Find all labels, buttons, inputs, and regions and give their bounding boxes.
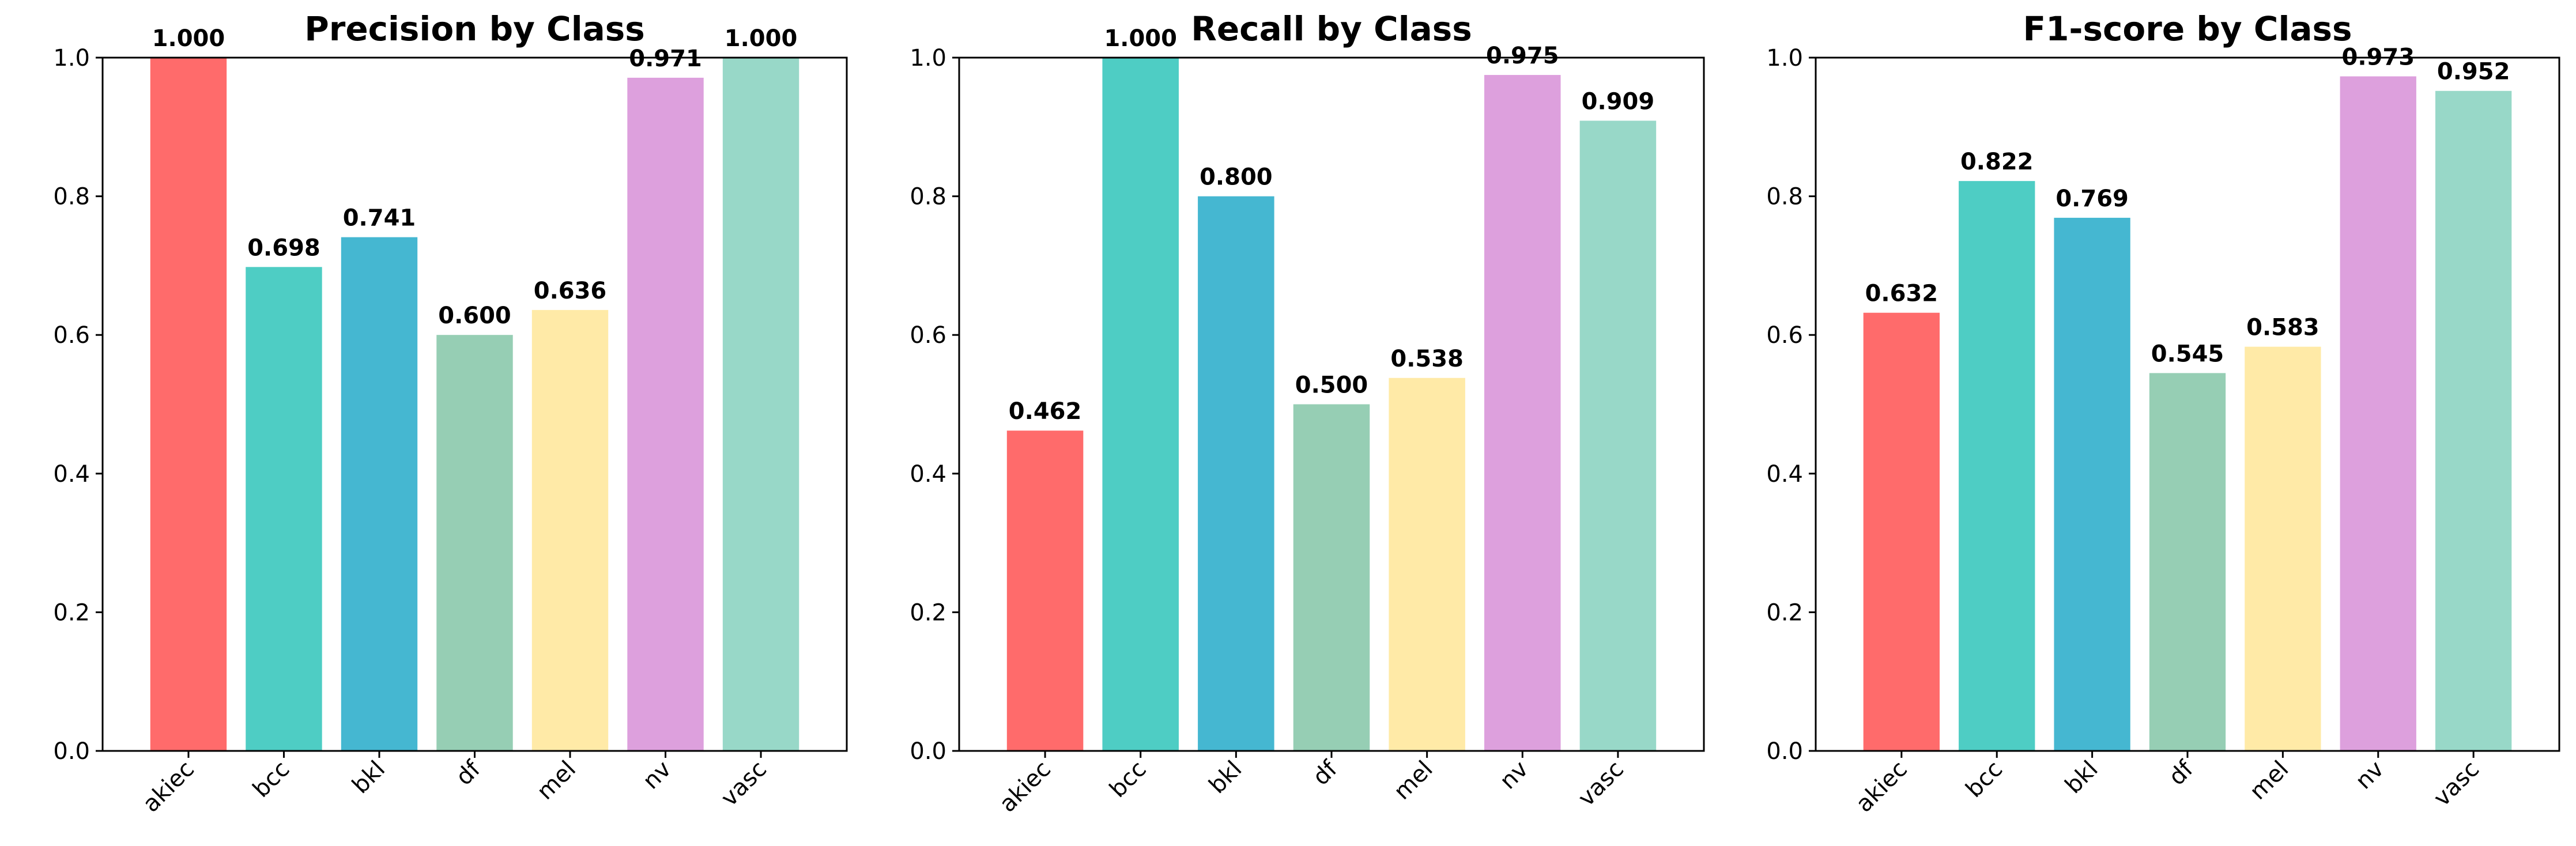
x-tick-label-bkl: bkl [1204, 756, 1247, 799]
value-label-bkl: 0.800 [1200, 164, 1273, 191]
y-tick-label: 1.0 [53, 45, 90, 71]
x-tick-label-mel: mel [532, 756, 581, 805]
value-label-mel: 0.583 [2246, 315, 2319, 341]
value-label-akiec: 0.462 [1009, 398, 1082, 425]
y-tick-label: 0.6 [53, 322, 90, 349]
bar-df [436, 335, 513, 751]
x-tick-label-akiec: akiec [1851, 756, 1913, 818]
y-tick-label: 0.0 [910, 738, 946, 765]
value-label-nv: 0.975 [1486, 43, 1559, 69]
y-tick-label: 0.8 [53, 184, 90, 210]
x-tick-label-bcc: bcc [1961, 756, 2008, 803]
x-tick-label-nv: nv [1495, 756, 1533, 795]
x-tick-label-akiec: akiec [138, 756, 199, 818]
x-tick-label-bkl: bkl [347, 756, 390, 799]
x-tick-label-vasc: vasc [1573, 756, 1629, 812]
y-tick-label: 0.8 [1766, 184, 1803, 210]
chart-title: F1-score by Class [2023, 9, 2352, 48]
x-tick-label-mel: mel [2245, 756, 2294, 805]
value-label-bkl: 0.769 [2055, 186, 2129, 212]
value-label-df: 0.500 [1295, 372, 1368, 399]
value-label-nv: 0.973 [2342, 44, 2415, 70]
y-tick-label: 0.4 [53, 461, 90, 488]
value-label-vasc: 0.952 [2437, 59, 2510, 85]
x-tick-label-df: df [1308, 756, 1343, 791]
bar-bkl [1198, 196, 1274, 751]
value-label-bcc: 1.000 [1104, 25, 1177, 52]
x-tick-label-bcc: bcc [1104, 756, 1152, 803]
y-tick-label: 0.2 [910, 599, 946, 626]
y-tick-label: 0.2 [53, 599, 90, 626]
x-tick-label-df: df [451, 756, 486, 791]
bar-bcc [246, 267, 322, 751]
x-tick-label-bkl: bkl [2060, 756, 2103, 799]
value-label-bkl: 0.741 [343, 205, 416, 232]
y-tick-label: 0.0 [1766, 738, 1803, 765]
bar-mel [531, 309, 609, 751]
bar-bcc [1959, 181, 2035, 751]
value-label-mel: 0.538 [1390, 346, 1464, 372]
value-label-bcc: 0.822 [1960, 149, 2034, 175]
f1-score-chart-panel: F1-score by Class 0.632 0.822 0.769 0.545 0.… [1766, 9, 2560, 818]
value-label-vasc: 0.909 [1582, 88, 1655, 115]
bar-bkl [2054, 217, 2130, 751]
bar-vasc [2435, 90, 2512, 751]
value-label-bcc: 0.698 [247, 235, 320, 261]
y-tick-label: 0.6 [1766, 322, 1803, 349]
y-tick-label: 1.0 [1766, 45, 1803, 71]
x-tick-label-akiec: akiec [994, 756, 1056, 818]
bar-nv [627, 77, 704, 751]
chart-title: Recall by Class [1191, 9, 1472, 48]
x-tick-label-nv: nv [2351, 756, 2389, 795]
y-tick-label: 0.6 [910, 322, 946, 349]
value-label-mel: 0.636 [534, 278, 607, 304]
bar-nv [1484, 75, 1561, 751]
x-tick-label-df: df [2164, 756, 2199, 791]
value-label-akiec: 0.632 [1865, 281, 1938, 307]
x-tick-label-vasc: vasc [716, 756, 772, 812]
bar-nv [2340, 76, 2416, 751]
value-label-df: 0.600 [438, 303, 511, 329]
y-tick-label: 0.4 [910, 461, 946, 488]
y-tick-label: 0.8 [910, 184, 946, 210]
bar-akiec [1006, 430, 1084, 751]
x-tick-label-nv: nv [638, 756, 676, 795]
y-tick-label: 0.2 [1766, 599, 1803, 626]
bar-akiec [150, 58, 227, 751]
bar-mel [2245, 346, 2321, 751]
bar-bkl [341, 237, 418, 751]
bar-bcc [1102, 58, 1179, 751]
x-tick-label-bcc: bcc [248, 756, 295, 803]
value-label-vasc: 1.000 [725, 25, 798, 52]
value-label-akiec: 1.000 [152, 25, 225, 52]
y-tick-label: 0.4 [1766, 461, 1803, 488]
bar-vasc [722, 58, 799, 751]
x-tick-label-mel: mel [1389, 756, 1438, 805]
bar-vasc [1579, 120, 1657, 751]
value-label-nv: 0.971 [629, 46, 702, 72]
value-label-df: 0.545 [2151, 341, 2224, 367]
bar-df [2149, 373, 2226, 751]
recall-chart-panel: Recall by Class 0.462 1.000 0.800 0.500 0.53… [910, 9, 1705, 818]
y-tick-label: 0.0 [53, 738, 90, 765]
bar-df [1293, 404, 1370, 751]
chart-title: Precision by Class [304, 9, 645, 48]
y-tick-label: 1.0 [910, 45, 946, 71]
precision-chart-panel: Precision by Class 1.000 0.698 0.741 0.600 0… [53, 9, 848, 818]
bar-akiec [1863, 312, 1940, 751]
x-tick-label-vasc: vasc [2428, 756, 2484, 812]
bar-mel [1389, 377, 1465, 751]
